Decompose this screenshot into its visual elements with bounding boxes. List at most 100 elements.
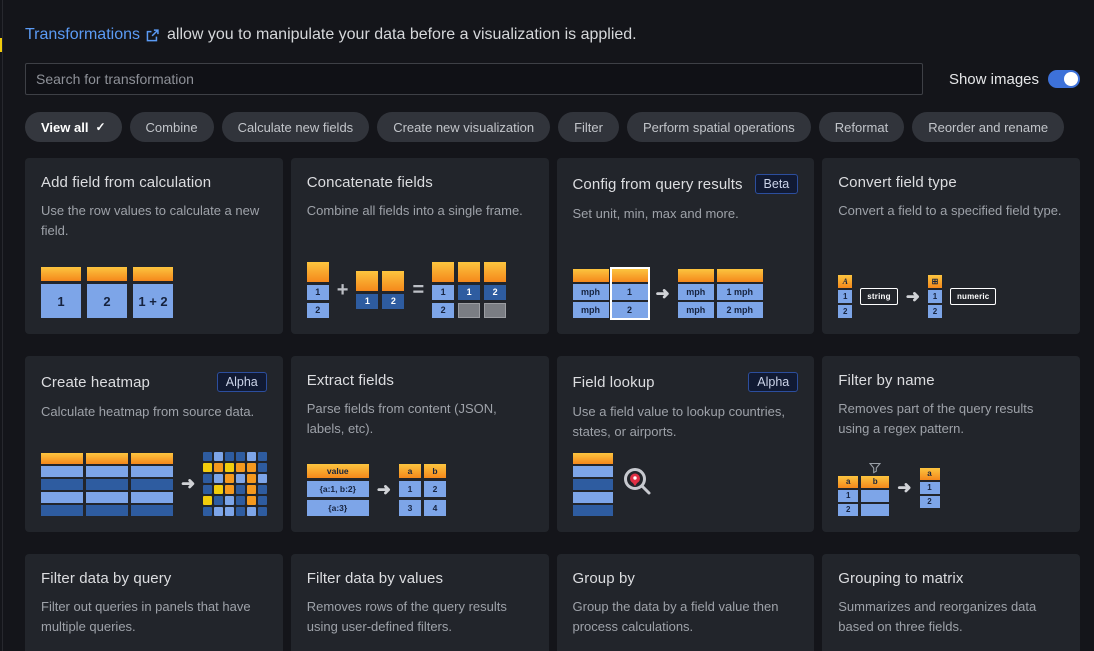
graphic-cell: 1 bbox=[356, 294, 379, 309]
search-input[interactable] bbox=[25, 63, 923, 95]
heatmap-cell bbox=[214, 463, 224, 472]
card-field-lookup[interactable]: Field lookup Alpha Use a field value to lo… bbox=[556, 356, 815, 532]
heatmap-cell bbox=[214, 485, 224, 494]
graphic-column: a 1 2 bbox=[838, 459, 859, 516]
card-description: Convert a field to a specified field typ… bbox=[838, 203, 1062, 218]
graphic-cell bbox=[131, 504, 173, 516]
graphic-column: A 1 2 bbox=[838, 275, 853, 318]
graphic-cell: 2 bbox=[87, 284, 127, 318]
heatmap-cell bbox=[203, 452, 213, 461]
filter-pill-label: View all bbox=[41, 119, 89, 135]
graphic-cell: 1 bbox=[838, 290, 853, 303]
show-images-toggle[interactable] bbox=[1048, 70, 1080, 88]
card-description: Group the data by a field value then pro… bbox=[572, 599, 779, 635]
heatmap-cell bbox=[225, 485, 235, 494]
card-description: Use the row values to calculate a new fi… bbox=[41, 203, 260, 239]
graphic-cell: 2 bbox=[611, 302, 648, 318]
heatmap-cell bbox=[258, 452, 268, 461]
graphic-cell bbox=[41, 478, 83, 490]
graphic-cell bbox=[861, 490, 890, 502]
filter-pill-perform-spatial-operations[interactable]: Perform spatial operations bbox=[626, 112, 811, 142]
beta-badge: Beta bbox=[754, 174, 799, 194]
card-convert-field-type[interactable]: Convert field type Convert a field to a s… bbox=[822, 158, 1080, 334]
graphic-column bbox=[86, 452, 128, 516]
card-filter-data-by-query[interactable]: Filter data by query Filter out queries i… bbox=[25, 554, 283, 651]
card-description: Removes part of the query results using … bbox=[838, 401, 1034, 437]
card-extract-fields[interactable]: Extract fields Parse fields from content … bbox=[290, 356, 549, 532]
graphic-cell: mph bbox=[677, 302, 714, 318]
graphic-cell bbox=[86, 504, 128, 516]
filter-pill-reformat[interactable]: Reformat bbox=[818, 112, 905, 142]
heatmap-cell bbox=[236, 496, 246, 505]
graphic-cell: 4 bbox=[424, 500, 446, 516]
transformations-link[interactable]: Transformations bbox=[25, 26, 140, 43]
graphic-column: a 1 3 bbox=[399, 464, 421, 516]
graphic-cell: 1 bbox=[927, 290, 942, 303]
graphic-header-cell: A bbox=[838, 275, 853, 288]
card-header-row: Config from query results Beta bbox=[573, 174, 799, 194]
graphic-column: 2 bbox=[87, 267, 127, 318]
filter-pill-combine[interactable]: Combine bbox=[129, 112, 214, 142]
intro-description: allow you to manipulate your data before… bbox=[167, 26, 637, 43]
card-header-row: Convert field type bbox=[838, 174, 1064, 191]
card-title: Group by bbox=[572, 570, 635, 587]
filter-pill-calculate-new-fields[interactable]: Calculate new fields bbox=[221, 112, 370, 142]
graphic-header-cell bbox=[306, 262, 329, 282]
graphic-header-cell bbox=[432, 262, 455, 282]
filter-pill-label: Create new visualization bbox=[393, 119, 535, 135]
graphic-header-cell bbox=[41, 267, 81, 281]
graphic-column bbox=[572, 453, 613, 516]
graphic-cell: 1 bbox=[432, 285, 455, 300]
graphic-cell bbox=[484, 303, 507, 318]
card-create-heatmap[interactable]: Create heatmap Alpha Calculate heatmap fro… bbox=[25, 356, 283, 532]
graphic-cell: 1 bbox=[306, 285, 329, 300]
card-concatenate-fields[interactable]: Concatenate fields Combine all fields int… bbox=[290, 158, 549, 334]
graphic-cell: 2 bbox=[424, 481, 446, 497]
heatmap-graphic bbox=[203, 452, 268, 516]
heatmap-cell bbox=[236, 474, 246, 483]
graphic-header-cell bbox=[572, 453, 613, 464]
graphic-cell: 2 bbox=[382, 294, 405, 309]
card-description: Removes rows of the query results using … bbox=[306, 599, 507, 635]
graphic-column: 1 bbox=[458, 262, 481, 318]
graphic-column-group: a 1 2 b bbox=[838, 459, 890, 516]
card-grouping-to-matrix[interactable]: Grouping to matrix Summarizes and reorgan… bbox=[822, 554, 1080, 651]
card-filter-by-name[interactable]: Filter by name Removes part of the query … bbox=[822, 356, 1080, 532]
graphic-cell bbox=[86, 478, 128, 490]
graphic-cell: 1 bbox=[611, 284, 648, 300]
heatmap-cell bbox=[225, 474, 235, 483]
heatmap-cell bbox=[236, 507, 246, 516]
graphic-column: b 2 4 bbox=[424, 464, 446, 516]
plus-icon: + bbox=[336, 278, 349, 301]
graphic-cell: 1 bbox=[399, 481, 421, 497]
graphic-cell bbox=[572, 466, 613, 477]
filter-pill-reorder-and-rename[interactable]: Reorder and rename bbox=[912, 112, 1065, 142]
filter-pill-filter[interactable]: Filter bbox=[558, 112, 619, 142]
card-header-row: Add field from calculation bbox=[41, 174, 267, 191]
card-config-from-query-results[interactable]: Config from query results Beta Set unit, m… bbox=[556, 158, 815, 334]
graphic-cell: 1 + 2 bbox=[133, 284, 173, 318]
graphic-header-cell bbox=[86, 452, 128, 464]
graphic-header-cell bbox=[572, 269, 609, 282]
heatmap-cell bbox=[214, 507, 224, 516]
heatmap-cell bbox=[236, 452, 246, 461]
graphic-header-cell bbox=[87, 267, 127, 281]
card-description: Calculate heatmap from source data. bbox=[41, 404, 255, 419]
graphic-column: 1 + 2 bbox=[133, 267, 173, 318]
graphic-cell: 2 bbox=[484, 285, 507, 300]
graphic-header-cell bbox=[131, 452, 173, 464]
filter-pill-create-new-visualization[interactable]: Create new visualization bbox=[377, 112, 551, 142]
graphic-cell: 2 bbox=[838, 504, 859, 516]
card-add-field-from-calculation[interactable]: Add field from calculation Use the row va… bbox=[25, 158, 283, 334]
card-group-by[interactable]: Group by Group the data by a field value … bbox=[556, 554, 815, 651]
check-icon: ✓ bbox=[95, 120, 106, 134]
graphic-header-cell bbox=[484, 262, 507, 282]
graphic-column-group: value {a:1, b:2} {a:3} bbox=[306, 464, 369, 516]
heatmap-cell bbox=[258, 485, 268, 494]
filter-pill-view-all[interactable]: View all ✓ bbox=[25, 112, 122, 142]
card-filter-data-by-values[interactable]: Filter data by values Removes rows of the… bbox=[290, 554, 549, 651]
